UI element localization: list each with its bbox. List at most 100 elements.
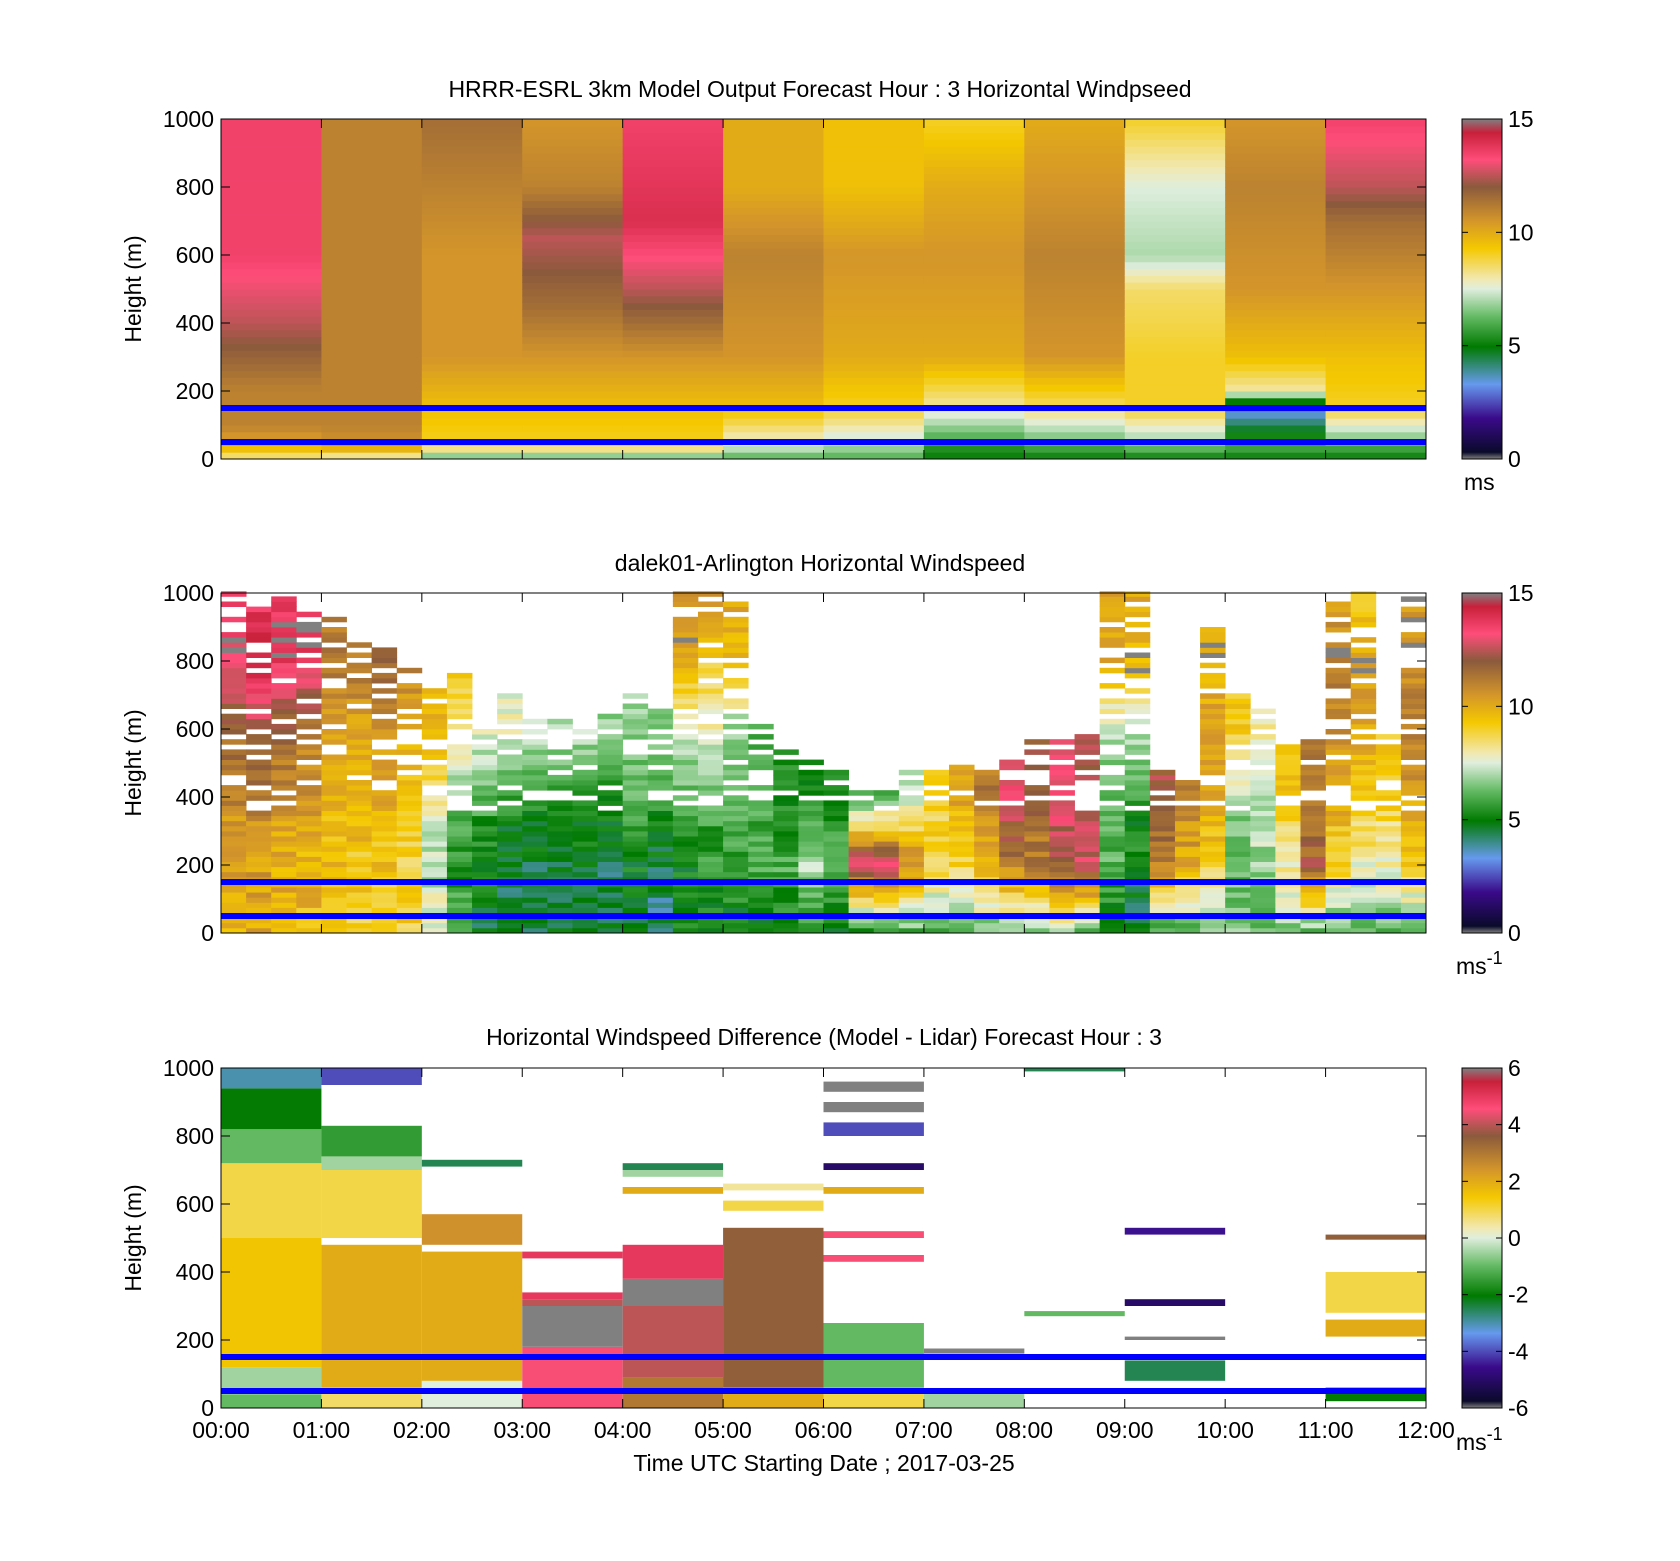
lidar-cell bbox=[697, 637, 724, 643]
lidar-cell bbox=[346, 764, 373, 771]
lidar-cell bbox=[446, 851, 473, 857]
model-cell bbox=[823, 323, 925, 331]
model-cell bbox=[1024, 350, 1126, 358]
lidar-cell bbox=[999, 902, 1025, 908]
lidar-cell bbox=[597, 764, 624, 771]
lidar-cell bbox=[597, 734, 624, 740]
lidar-cell bbox=[497, 922, 523, 929]
lidar-cell bbox=[421, 820, 448, 827]
model-cell bbox=[823, 221, 925, 229]
model-cell bbox=[823, 431, 925, 440]
model-cell bbox=[723, 200, 824, 208]
lidar-cell bbox=[999, 856, 1025, 862]
lidar-cell bbox=[1099, 846, 1126, 852]
model-cell bbox=[622, 234, 724, 242]
lidar-cell bbox=[446, 820, 473, 827]
model-cell bbox=[221, 180, 322, 188]
lidar-cell bbox=[672, 657, 699, 664]
model-cell bbox=[522, 234, 624, 242]
lidar-cell bbox=[923, 897, 950, 903]
lidar-cell bbox=[371, 647, 398, 653]
lidar-cell bbox=[1350, 774, 1377, 781]
lidar-cell bbox=[898, 851, 925, 857]
lidar-cell bbox=[1275, 759, 1301, 766]
lidar-cell bbox=[1375, 734, 1402, 740]
lidar-cell bbox=[823, 785, 850, 791]
lidar-cell bbox=[1049, 897, 1075, 903]
lidar-cell bbox=[1325, 606, 1352, 613]
model-cell bbox=[1325, 309, 1427, 317]
lidar-cell bbox=[1225, 703, 1251, 709]
lidar-cell bbox=[1400, 785, 1427, 791]
model-cell bbox=[1124, 431, 1226, 440]
lidar-cell bbox=[773, 780, 799, 786]
model-cell bbox=[1225, 119, 1327, 127]
lidar-cell bbox=[1400, 831, 1427, 837]
lidar-cell bbox=[1250, 922, 1276, 929]
lidar-cell bbox=[697, 764, 724, 771]
lidar-cell bbox=[572, 800, 598, 806]
lidar-cell bbox=[547, 917, 573, 924]
lidar-cell bbox=[497, 769, 523, 776]
lidar-cell bbox=[1375, 836, 1402, 842]
model-cell bbox=[1325, 323, 1427, 331]
model-cell bbox=[1124, 302, 1226, 310]
model-cell bbox=[421, 309, 523, 317]
lidar-cell bbox=[221, 887, 247, 893]
lidar-cell bbox=[1400, 693, 1427, 699]
lidar-cell bbox=[1325, 856, 1352, 862]
model-cell bbox=[321, 377, 423, 385]
model-cell bbox=[622, 445, 724, 453]
lidar-cell bbox=[697, 841, 724, 847]
lidar-cell bbox=[1174, 887, 1201, 893]
lidar-cell bbox=[1200, 729, 1226, 735]
lidar-cell bbox=[723, 815, 749, 822]
lidar-cell bbox=[748, 927, 774, 934]
lidar-cell bbox=[672, 769, 699, 776]
model-cell bbox=[1325, 370, 1427, 378]
lidar-cell bbox=[622, 856, 649, 862]
lidar-cell bbox=[1250, 800, 1276, 806]
lidar-cell bbox=[798, 790, 824, 796]
lidar-cell bbox=[446, 907, 473, 913]
lidar-cell bbox=[823, 774, 850, 781]
model-cell bbox=[421, 411, 523, 419]
lidar-cell bbox=[346, 831, 373, 837]
lidar-cell bbox=[597, 861, 624, 868]
lidar-cell bbox=[647, 922, 674, 929]
model-cell bbox=[221, 336, 322, 344]
lidar-cell bbox=[271, 836, 297, 842]
lidar-cell bbox=[672, 672, 699, 679]
model-cell bbox=[1124, 173, 1226, 181]
model-cell bbox=[823, 343, 925, 351]
lidar-cell bbox=[1074, 825, 1101, 832]
lidar-cell bbox=[1024, 866, 1050, 873]
lidar-cell bbox=[522, 922, 548, 929]
lidar-cell bbox=[697, 820, 724, 827]
lidar-cell bbox=[1300, 866, 1326, 873]
model-cell bbox=[1225, 193, 1327, 202]
lidar-cell bbox=[421, 708, 448, 715]
lidar-cell bbox=[296, 708, 322, 715]
lidar-cell bbox=[1400, 902, 1427, 908]
lidar-cell bbox=[597, 836, 624, 842]
lidar-cell bbox=[848, 790, 875, 796]
lidar-cell bbox=[221, 846, 247, 852]
lidar-cell bbox=[1024, 815, 1050, 822]
lidar-cell bbox=[1099, 795, 1126, 801]
lidar-cell bbox=[1300, 805, 1326, 811]
model-cell bbox=[522, 255, 624, 263]
lidar-cell bbox=[873, 856, 900, 862]
lidar-cell bbox=[597, 871, 624, 878]
lidar-cell bbox=[1350, 861, 1377, 868]
lidar-cell bbox=[1350, 836, 1377, 842]
model-cell bbox=[723, 295, 824, 304]
lidar-cell bbox=[1149, 795, 1176, 801]
lidar-cell bbox=[597, 795, 624, 801]
lidar-cell bbox=[597, 820, 624, 827]
lidar-cell bbox=[547, 856, 573, 862]
lidar-cell bbox=[748, 866, 774, 873]
lidar-cell bbox=[572, 861, 598, 868]
lidar-cell bbox=[1275, 846, 1301, 852]
